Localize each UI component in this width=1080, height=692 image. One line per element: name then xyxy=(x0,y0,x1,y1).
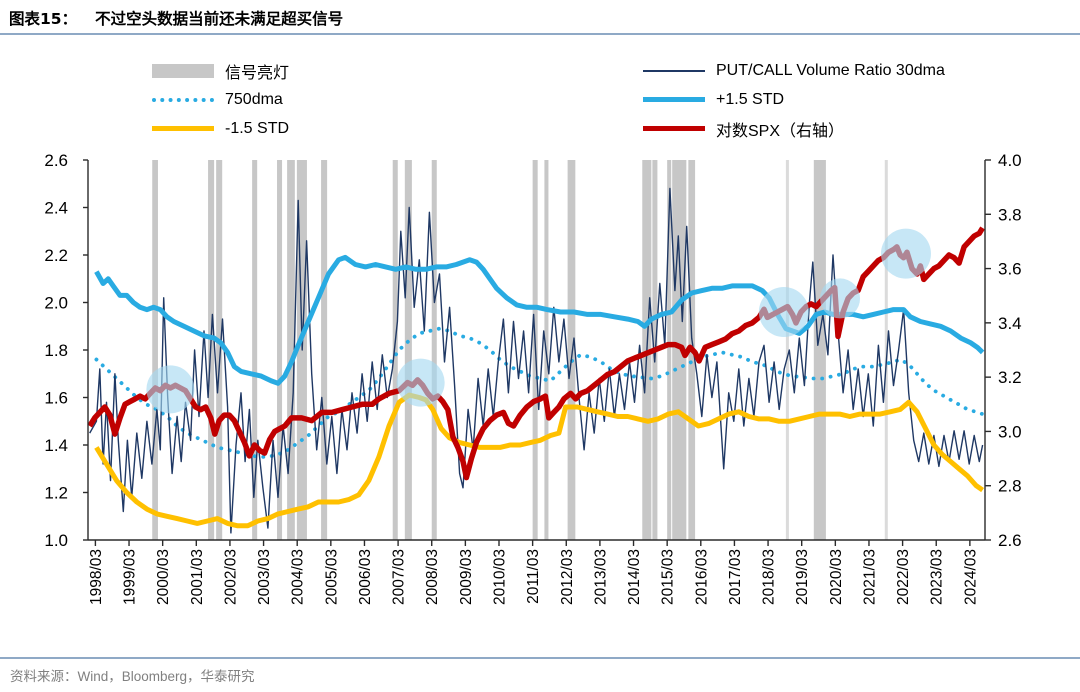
svg-text:1.8: 1.8 xyxy=(44,341,68,360)
axis-ticks xyxy=(83,159,991,546)
red-line-swatch-icon xyxy=(643,126,705,131)
svg-text:2018/03: 2018/03 xyxy=(761,549,778,605)
svg-text:2014/03: 2014/03 xyxy=(626,549,643,605)
svg-text:2022/03: 2022/03 xyxy=(895,549,912,605)
source-note: 资料来源：Wind，Bloomberg，华泰研究 xyxy=(10,669,255,684)
svg-text:2006/03: 2006/03 xyxy=(357,549,374,605)
legend-right-column: PUT/CALL Volume Ratio 30dma +1.5 STD 对数S… xyxy=(643,60,945,140)
svg-text:2011/03: 2011/03 xyxy=(525,549,542,604)
svg-text:2.8: 2.8 xyxy=(998,477,1022,496)
svg-text:3.2: 3.2 xyxy=(998,368,1022,387)
svg-text:2008/03: 2008/03 xyxy=(424,549,441,605)
svg-text:1.2: 1.2 xyxy=(44,484,68,503)
footer-divider xyxy=(0,657,1080,659)
highlight-circles xyxy=(146,228,931,414)
svg-text:3.6: 3.6 xyxy=(998,260,1022,279)
figure-caption: 不过空头数据当前还未满足超买信号 xyxy=(95,10,344,28)
svg-text:2010/03: 2010/03 xyxy=(491,549,508,605)
cyan-line-swatch-icon xyxy=(643,97,705,102)
svg-text:2013/03: 2013/03 xyxy=(592,549,609,605)
legend-item-signal-band: 信号亮灯 xyxy=(152,60,290,82)
svg-text:2005/03: 2005/03 xyxy=(323,549,340,605)
svg-text:2020/03: 2020/03 xyxy=(828,549,845,605)
legend-item-plus-std: +1.5 STD xyxy=(643,89,945,110)
svg-text:2016/03: 2016/03 xyxy=(693,549,710,605)
series-put-call-volume-ratio-30dma xyxy=(89,187,984,534)
yellow-line-swatch-icon xyxy=(152,126,214,131)
legend-label: 对数SPX（右轴） xyxy=(716,122,845,140)
svg-text:2021/03: 2021/03 xyxy=(861,549,878,605)
legend-left-column: 信号亮灯 750dma -1.5 STD xyxy=(152,60,289,139)
svg-text:2.4: 2.4 xyxy=(44,199,68,218)
svg-text:2.6: 2.6 xyxy=(44,151,68,170)
svg-text:2019/03: 2019/03 xyxy=(794,549,811,605)
axis-labels: 1.0 1.2 1.4 1.6 1.8 2.0 2.2 2.4 2.6 2.6 2.8 3.0 3.2 3… xyxy=(44,151,1021,605)
svg-text:2.0: 2.0 xyxy=(44,294,68,313)
svg-text:2001/03: 2001/03 xyxy=(189,549,206,605)
svg-text:2012/03: 2012/03 xyxy=(559,549,576,605)
svg-text:2015/03: 2015/03 xyxy=(660,549,677,605)
legend-item-spx: 对数SPX（右轴） xyxy=(643,118,945,140)
svg-text:1.4: 1.4 xyxy=(44,436,68,455)
legend-item-750dma: 750dma xyxy=(152,89,289,110)
svg-text:1.6: 1.6 xyxy=(44,389,68,408)
svg-text:1.0: 1.0 xyxy=(44,531,68,550)
dotted-line-swatch-icon xyxy=(152,97,214,102)
legend-item-putcall: PUT/CALL Volume Ratio 30dma xyxy=(643,60,945,81)
series-spx xyxy=(87,226,985,481)
svg-text:4.0: 4.0 xyxy=(998,151,1022,170)
svg-text:2023/03: 2023/03 xyxy=(929,549,946,605)
svg-text:2000/03: 2000/03 xyxy=(155,549,172,605)
svg-text:3.4: 3.4 xyxy=(998,314,1022,333)
navy-line-swatch-icon xyxy=(643,69,705,72)
svg-text:2007/03: 2007/03 xyxy=(391,549,408,605)
svg-text:1999/03: 1999/03 xyxy=(122,549,139,605)
svg-text:2004/03: 2004/03 xyxy=(290,549,307,605)
svg-text:3.0: 3.0 xyxy=(998,422,1022,441)
legend-label: +1.5 STD xyxy=(716,90,785,108)
chart-canvas: 1.0 1.2 1.4 1.6 1.8 2.0 2.2 2.4 2.6 2.6 2.8 3.0 3.2 3… xyxy=(44,151,1021,605)
figure-title: 图表15： 不过空头数据当前还未满足超买信号 xyxy=(9,7,343,29)
svg-text:2024/03: 2024/03 xyxy=(962,549,979,605)
svg-text:2003/03: 2003/03 xyxy=(256,549,273,605)
title-divider xyxy=(0,33,1080,35)
svg-text:1998/03: 1998/03 xyxy=(88,549,105,605)
svg-text:3.8: 3.8 xyxy=(998,205,1022,224)
svg-text:2002/03: 2002/03 xyxy=(222,549,239,605)
legend-label: 750dma xyxy=(225,90,283,108)
signal-band-swatch-icon xyxy=(152,63,214,78)
svg-text:2.2: 2.2 xyxy=(44,246,68,265)
figure-number: 图表15： xyxy=(9,10,78,28)
series--1-5-std xyxy=(94,392,985,529)
legend-label: -1.5 STD xyxy=(225,119,290,137)
svg-text:2017/03: 2017/03 xyxy=(727,549,744,605)
svg-text:2009/03: 2009/03 xyxy=(458,549,475,605)
svg-text:2.6: 2.6 xyxy=(998,531,1022,550)
legend-item-minus-std: -1.5 STD xyxy=(152,118,289,139)
legend-label: PUT/CALL Volume Ratio 30dma xyxy=(716,61,945,79)
legend-label: 信号亮灯 xyxy=(225,64,290,82)
